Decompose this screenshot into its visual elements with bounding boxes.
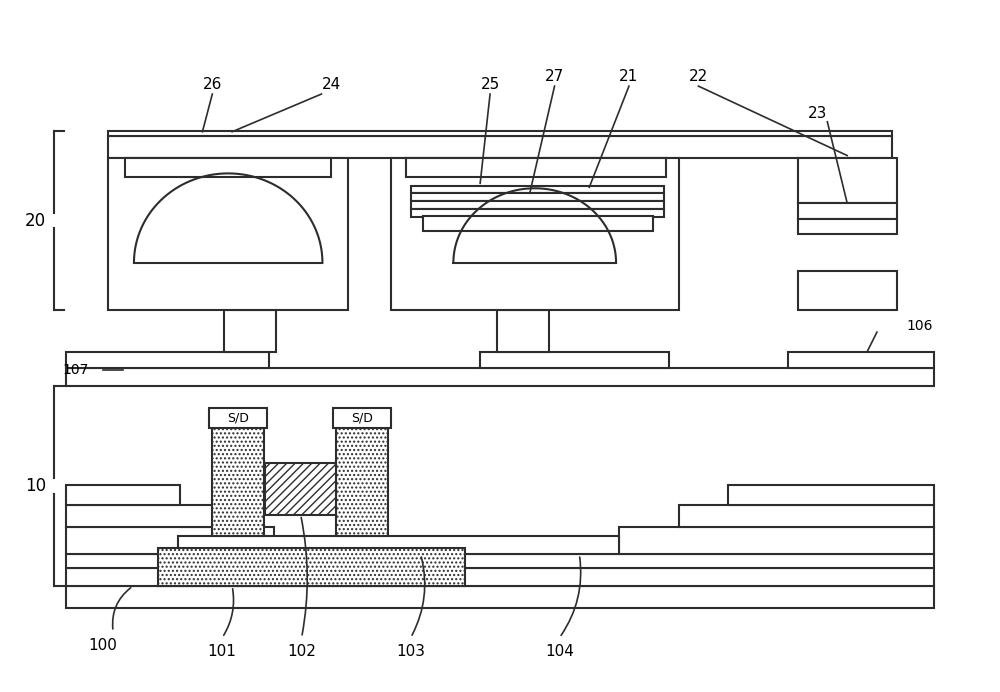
Bar (66, 586, 934, 608)
Bar (108, 131, 892, 136)
Bar (406, 158, 666, 177)
Bar (619, 527, 934, 554)
Bar (66, 352, 269, 368)
Bar (333, 408, 391, 428)
Text: 21: 21 (619, 69, 639, 84)
Bar (798, 219, 897, 234)
Bar (125, 158, 331, 177)
Text: 100: 100 (89, 638, 118, 653)
Text: 24: 24 (322, 77, 341, 91)
Bar (66, 504, 219, 527)
Bar (391, 158, 679, 310)
Text: 20: 20 (25, 212, 46, 230)
Bar (212, 426, 264, 536)
Text: 10: 10 (25, 477, 46, 495)
Text: S/D: S/D (351, 412, 373, 425)
Bar (411, 186, 664, 193)
Text: 26: 26 (203, 77, 222, 91)
Text: 27: 27 (545, 69, 564, 84)
Text: S/D: S/D (227, 412, 249, 425)
Text: 101: 101 (208, 644, 237, 659)
Bar (411, 209, 664, 217)
Text: 23: 23 (808, 107, 827, 121)
Bar (679, 504, 934, 527)
Text: 22: 22 (689, 69, 708, 84)
Text: 106: 106 (907, 319, 933, 333)
Bar (798, 158, 897, 203)
Text: 104: 104 (545, 644, 574, 659)
Bar (224, 310, 276, 352)
Bar (66, 485, 180, 504)
Bar (108, 136, 892, 158)
Bar (798, 203, 897, 219)
Bar (798, 271, 897, 310)
Bar (788, 352, 934, 368)
Bar (336, 426, 388, 536)
Bar (158, 548, 465, 586)
Bar (66, 368, 934, 385)
Bar (497, 310, 549, 352)
Bar (178, 536, 619, 554)
Bar (66, 554, 934, 568)
Bar (209, 408, 267, 428)
Text: 107: 107 (62, 363, 88, 377)
Bar (411, 201, 664, 209)
Bar (411, 193, 664, 201)
Text: 25: 25 (480, 77, 500, 91)
Bar (423, 216, 653, 231)
Bar (66, 527, 274, 554)
Bar (265, 463, 336, 515)
Text: 103: 103 (396, 644, 425, 659)
Bar (108, 158, 348, 310)
Bar (728, 485, 934, 504)
Bar (66, 568, 934, 586)
Bar (480, 352, 669, 368)
Text: 102: 102 (287, 644, 316, 659)
